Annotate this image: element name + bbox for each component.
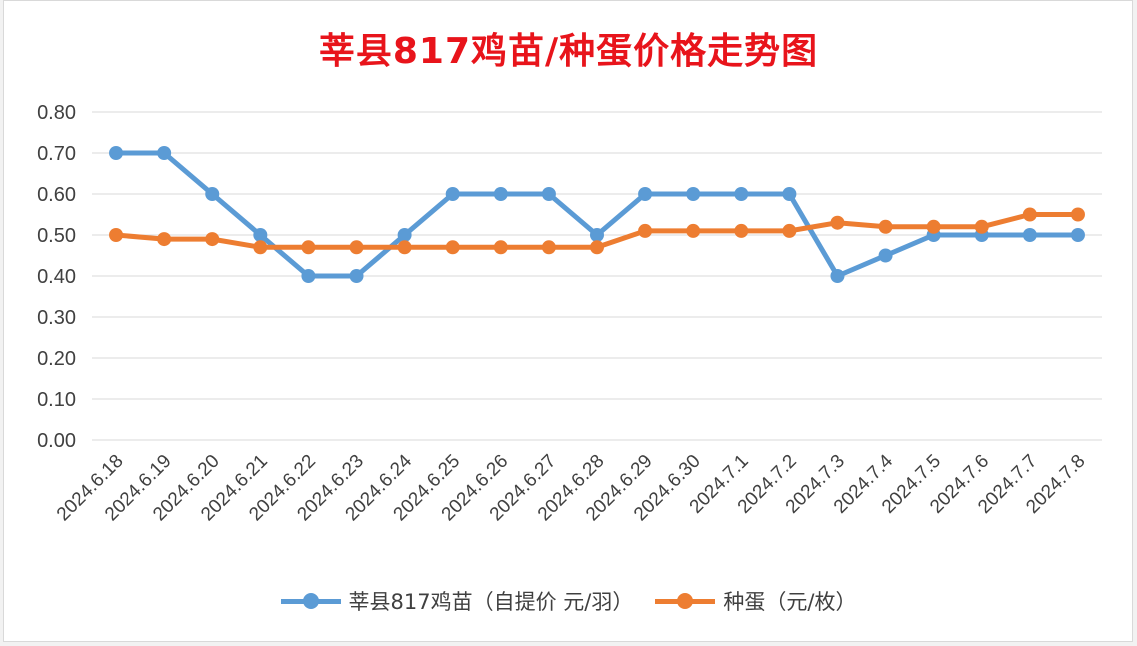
y-tick-label: 0.10: [37, 389, 76, 411]
data-point: [878, 248, 893, 263]
legend: 莘县817鸡苗（自提价 元/羽） 种蛋（元/枚）: [0, 584, 1137, 618]
legend-item-chick[interactable]: 莘县817鸡苗（自提价 元/羽）: [280, 586, 634, 616]
data-point: [1022, 207, 1037, 222]
legend-swatch-chick: [280, 591, 341, 611]
legend-label-egg: 种蛋（元/枚）: [723, 590, 857, 614]
data-point: [109, 228, 124, 242]
y-tick-label: 0.00: [37, 430, 76, 452]
data-point: [397, 228, 412, 242]
data-point: [301, 269, 316, 283]
data-point: [782, 187, 797, 201]
data-point: [638, 223, 653, 238]
data-point: [590, 228, 604, 242]
legend-marker-chick: [302, 593, 319, 609]
data-point: [734, 187, 749, 201]
y-tick-label: 0.20: [37, 348, 76, 370]
data-point: [301, 240, 316, 255]
y-tick-label: 0.40: [37, 266, 76, 288]
data-point: [686, 187, 701, 201]
y-tick-label: 0.80: [37, 102, 76, 124]
data-point: [253, 240, 268, 255]
data-point: [445, 240, 460, 255]
legend-label-chick: 莘县817鸡苗（自提价 元/羽）: [348, 590, 634, 614]
y-tick-label: 0.70: [37, 143, 76, 165]
data-point: [926, 219, 941, 234]
data-point: [493, 187, 508, 201]
data-point: [782, 223, 797, 238]
y-tick-label: 0.30: [37, 307, 76, 329]
chart-title: 莘县817鸡苗/种蛋价格走势图: [318, 31, 819, 72]
y-tick-label: 0.60: [37, 184, 76, 206]
data-point: [253, 228, 268, 242]
data-point: [109, 146, 124, 160]
data-point: [1070, 207, 1085, 222]
data-point: [205, 232, 220, 247]
data-point: [349, 240, 364, 255]
data-point: [1070, 228, 1085, 242]
data-point: [397, 240, 412, 255]
data-point: [349, 269, 364, 283]
data-point: [830, 269, 845, 283]
legend-item-egg[interactable]: 种蛋（元/枚）: [655, 586, 856, 616]
data-point: [878, 219, 893, 234]
legend-swatch-egg: [655, 591, 716, 611]
data-point: [445, 187, 460, 201]
data-point: [686, 223, 701, 238]
data-point: [541, 240, 556, 255]
data-point: [205, 187, 220, 201]
data-point: [541, 187, 556, 201]
data-point: [974, 219, 989, 234]
chart-area[interactable]: [3, 0, 1133, 642]
data-point: [638, 187, 653, 201]
data-point: [590, 240, 604, 255]
y-tick-label: 0.50: [37, 225, 76, 247]
data-point: [157, 232, 172, 247]
series-line-0: [113, 150, 1081, 279]
data-point: [493, 240, 508, 255]
data-point: [1022, 228, 1037, 242]
data-point: [830, 215, 845, 230]
legend-marker-egg: [677, 593, 694, 609]
data-point: [157, 146, 172, 160]
data-point: [734, 223, 749, 238]
